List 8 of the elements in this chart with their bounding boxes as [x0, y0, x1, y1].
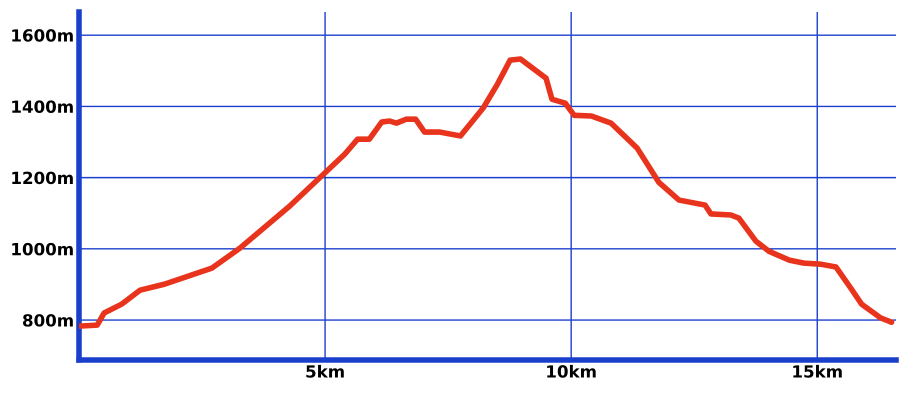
y-tick-label: 800m: [23, 314, 73, 327]
y-tick-label: 1400m: [12, 100, 73, 113]
y-tick-label: 1600m: [12, 29, 73, 42]
x-tick-label: 15km: [793, 364, 842, 378]
y-tick-label: 1000m: [12, 242, 73, 256]
x-tick-label: 5km: [306, 364, 344, 378]
y-tick-label: 1200m: [12, 172, 73, 184]
x-tick-label: 10km: [547, 364, 596, 378]
